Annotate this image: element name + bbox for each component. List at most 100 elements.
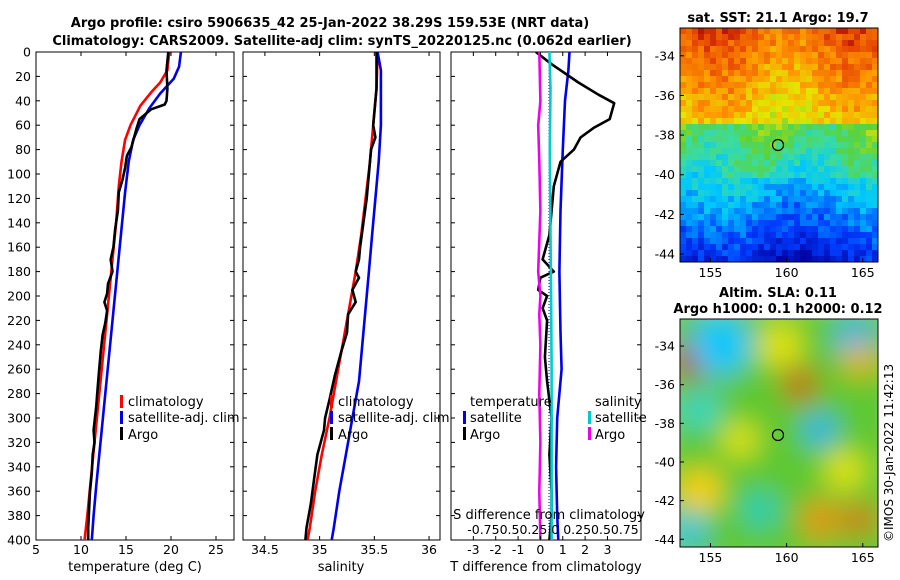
sst-cell bbox=[704, 88, 710, 94]
sst-cell bbox=[734, 136, 740, 142]
sst-cell bbox=[812, 256, 818, 262]
sst-cell bbox=[854, 214, 860, 220]
sst-cell bbox=[818, 190, 824, 196]
sst-cell bbox=[806, 244, 812, 250]
series-argo bbox=[304, 52, 378, 540]
sst-cell bbox=[794, 70, 800, 76]
sst-cell bbox=[746, 232, 752, 238]
sst-cell bbox=[806, 154, 812, 160]
sst-cell bbox=[848, 142, 854, 148]
sst-cell bbox=[752, 40, 758, 46]
sst-cell bbox=[758, 232, 764, 238]
sst-cell bbox=[866, 184, 872, 190]
sst-cell bbox=[746, 46, 752, 52]
sst-cell bbox=[722, 166, 728, 172]
sst-cell bbox=[734, 256, 740, 262]
sst-cell bbox=[734, 184, 740, 190]
sst-cell bbox=[830, 142, 836, 148]
sst-cell bbox=[866, 244, 872, 250]
sst-cell bbox=[848, 196, 854, 202]
sst-cell bbox=[788, 52, 794, 58]
sst-cell bbox=[692, 76, 698, 82]
sst-cell bbox=[854, 136, 860, 142]
sst-cell bbox=[734, 64, 740, 70]
sst-cell bbox=[860, 196, 866, 202]
sla-anomaly-blob bbox=[800, 500, 840, 540]
sst-cell bbox=[770, 160, 776, 166]
sst-cell bbox=[806, 106, 812, 112]
sst-cell bbox=[794, 124, 800, 130]
sst-cell bbox=[752, 112, 758, 118]
depth-tick-label: 180 bbox=[7, 264, 31, 279]
sst-cell bbox=[836, 94, 842, 100]
sst-cell bbox=[848, 226, 854, 232]
sst-cell bbox=[776, 64, 782, 70]
series-satellite-adj-clim bbox=[330, 52, 383, 540]
sst-cell bbox=[812, 148, 818, 154]
sst-cell bbox=[854, 106, 860, 112]
sst-cell bbox=[824, 238, 830, 244]
sst-cell bbox=[800, 130, 806, 136]
sst-cell bbox=[704, 238, 710, 244]
sst-cell bbox=[740, 214, 746, 220]
sst-cell bbox=[842, 58, 848, 64]
sst-cell bbox=[686, 160, 692, 166]
sst-cell bbox=[830, 64, 836, 70]
sst-cell bbox=[800, 160, 806, 166]
sst-cell bbox=[776, 208, 782, 214]
sst-cell bbox=[782, 52, 788, 58]
sst-cell bbox=[752, 130, 758, 136]
sst-cell bbox=[818, 166, 824, 172]
sst-cell bbox=[800, 244, 806, 250]
sst-cell bbox=[794, 166, 800, 172]
sst-cell bbox=[704, 136, 710, 142]
sst-cell bbox=[800, 46, 806, 52]
sst-cell bbox=[758, 214, 764, 220]
sst-cell bbox=[734, 124, 740, 130]
sst-cell bbox=[704, 226, 710, 232]
sst-cell bbox=[854, 250, 860, 256]
sst-cell bbox=[746, 64, 752, 70]
sst-cell bbox=[728, 250, 734, 256]
sst-cell bbox=[830, 52, 836, 58]
sst-cell bbox=[830, 202, 836, 208]
sst-cell bbox=[746, 94, 752, 100]
sst-cell bbox=[866, 238, 872, 244]
sst-cell bbox=[758, 238, 764, 244]
sst-cell bbox=[680, 88, 686, 94]
sst-cell bbox=[872, 124, 878, 130]
sst-cell bbox=[854, 244, 860, 250]
sst-cell bbox=[794, 94, 800, 100]
sst-cell bbox=[758, 106, 764, 112]
sst-cell bbox=[692, 190, 698, 196]
sst-cell bbox=[764, 244, 770, 250]
sst-cell bbox=[770, 214, 776, 220]
sst-cell bbox=[860, 220, 866, 226]
series-climatology bbox=[306, 52, 379, 540]
x-tick-label: 0 bbox=[536, 542, 544, 557]
sst-cell bbox=[770, 226, 776, 232]
sst-cell bbox=[794, 220, 800, 226]
sst-cell bbox=[692, 202, 698, 208]
sst-cell bbox=[752, 34, 758, 40]
sst-cell bbox=[686, 238, 692, 244]
legend-title-salinity: salinity bbox=[595, 395, 642, 410]
sst-cell bbox=[836, 244, 842, 250]
sst-cell bbox=[758, 148, 764, 154]
sst-cell bbox=[848, 106, 854, 112]
sst-cell bbox=[866, 148, 872, 154]
sst-cell bbox=[686, 124, 692, 130]
sst-cell bbox=[836, 46, 842, 52]
sst-cell bbox=[860, 118, 866, 124]
map-y-tick-label: -42 bbox=[655, 493, 675, 508]
sst-cell bbox=[854, 238, 860, 244]
sst-cell bbox=[680, 34, 686, 40]
sst-cell bbox=[872, 76, 878, 82]
sst-cell bbox=[764, 172, 770, 178]
sst-cell bbox=[692, 130, 698, 136]
sst-cell bbox=[770, 76, 776, 82]
sst-cell bbox=[734, 244, 740, 250]
depth-tick-label: 280 bbox=[7, 386, 31, 401]
sst-cell bbox=[764, 142, 770, 148]
sst-cell bbox=[782, 100, 788, 106]
